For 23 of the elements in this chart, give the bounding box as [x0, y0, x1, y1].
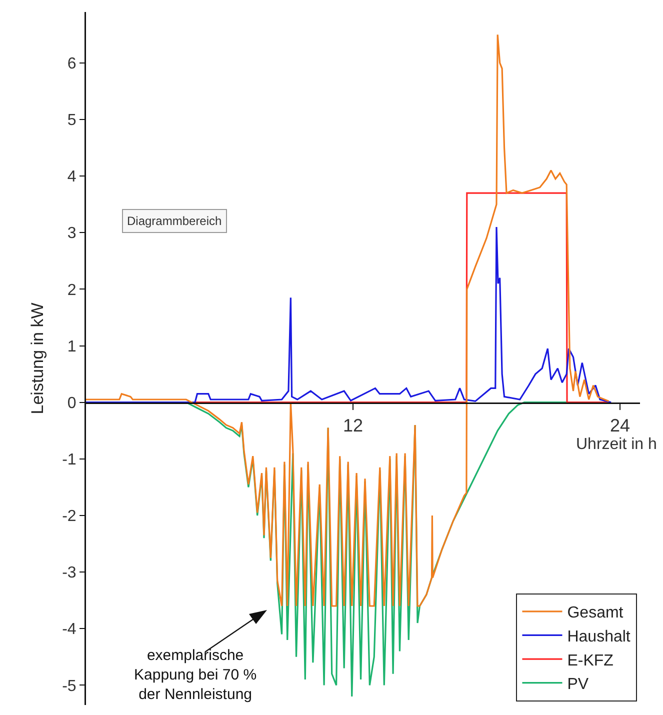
y-tick-label: 4 — [67, 168, 76, 186]
y-tick-label: -2 — [62, 508, 76, 526]
y-tick-label: 5 — [67, 112, 76, 130]
legend-label: Gesamt — [567, 604, 624, 622]
legend-label: PV — [567, 676, 589, 694]
x-tick-label: 12 — [342, 415, 364, 436]
y-tick-label: -3 — [62, 564, 76, 582]
y-tick-label: 2 — [67, 282, 76, 299]
legend-label: E-KFZ — [567, 652, 614, 670]
x-axis-title: Uhrzeit in h — [576, 436, 657, 453]
y-tick-label: -5 — [62, 678, 76, 695]
annotation: Diagrammbereich — [127, 214, 222, 228]
y-axis-title: Leistung in kW — [28, 302, 47, 414]
legend-label: Haushalt — [567, 628, 631, 646]
y-tick-label: 6 — [67, 56, 76, 73]
y-tick-label: 1 — [67, 338, 76, 356]
y-tick-label: -4 — [62, 621, 76, 638]
y-tick-label: 0 — [67, 394, 76, 412]
x-tick-label: 24 — [610, 415, 630, 436]
y-tick-label: -1 — [62, 452, 76, 469]
annotation: exemplarische Kappung bei 70 % der Nennleistung — [134, 647, 257, 703]
y-tick-label: 3 — [67, 225, 76, 242]
line-series — [86, 226, 612, 404]
